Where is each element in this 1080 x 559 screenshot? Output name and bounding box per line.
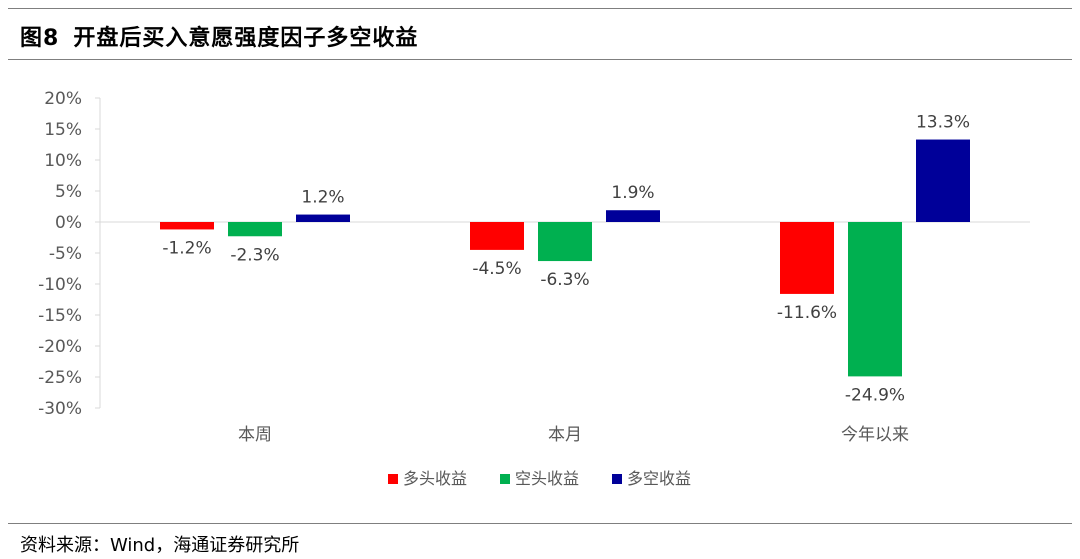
bar [538,222,592,262]
title-bottom-rule [8,59,1072,60]
data-label: -24.9% [845,385,905,405]
y-tick-label: -20% [38,337,82,357]
bar [228,222,282,237]
data-label: -6.3% [540,270,589,290]
legend-label: 多空收益 [627,469,691,488]
bar [780,222,834,294]
category-label: 今年以来 [841,425,909,445]
bar [848,222,902,377]
bar [470,222,524,250]
y-tick-label: 0% [55,213,82,233]
y-tick-label: -25% [38,368,82,388]
bar [606,210,660,222]
data-label: -4.5% [472,259,521,279]
data-label: 13.3% [916,113,970,133]
title-top-rule [8,8,1072,9]
figure-number: 图8 [20,26,60,51]
y-tick-label: 5% [55,182,82,202]
y-tick-label: -15% [38,306,82,326]
data-label: -2.3% [230,245,279,265]
figure-title: 图8 开盘后买入意愿强度因子多空收益 [20,20,432,52]
legend-label: 空头收益 [515,469,579,488]
figure-title-text: 开盘后买入意愿强度因子多空收益 [73,26,419,51]
source-rule [8,523,1072,524]
source-note: 资料来源：Wind，海通证券研究所 [20,535,300,556]
bar-chart: 20% 15% 10% 5% 0% -5% -10% -15% -20% -25% -30% -1.2… [38,89,1030,488]
bar [160,222,214,230]
y-tick-label: 20% [44,89,82,109]
bar [916,139,970,222]
legend-swatch [612,474,622,484]
y-tick-label: -5% [49,244,82,264]
legend-label: 多头收益 [403,469,467,488]
data-label: 1.9% [611,183,654,203]
y-tick-label: 15% [44,120,82,140]
bar [296,214,350,222]
data-label: -1.2% [162,238,211,258]
legend-swatch [388,474,398,484]
y-tick-label: -10% [38,275,82,295]
category-label: 本月 [548,425,582,445]
y-tick-label: 10% [44,151,82,171]
category-label: 本周 [238,425,272,445]
data-label: -11.6% [777,303,837,323]
y-tick-label: -30% [38,399,82,419]
legend-swatch [500,474,510,484]
data-label: 1.2% [301,188,344,208]
